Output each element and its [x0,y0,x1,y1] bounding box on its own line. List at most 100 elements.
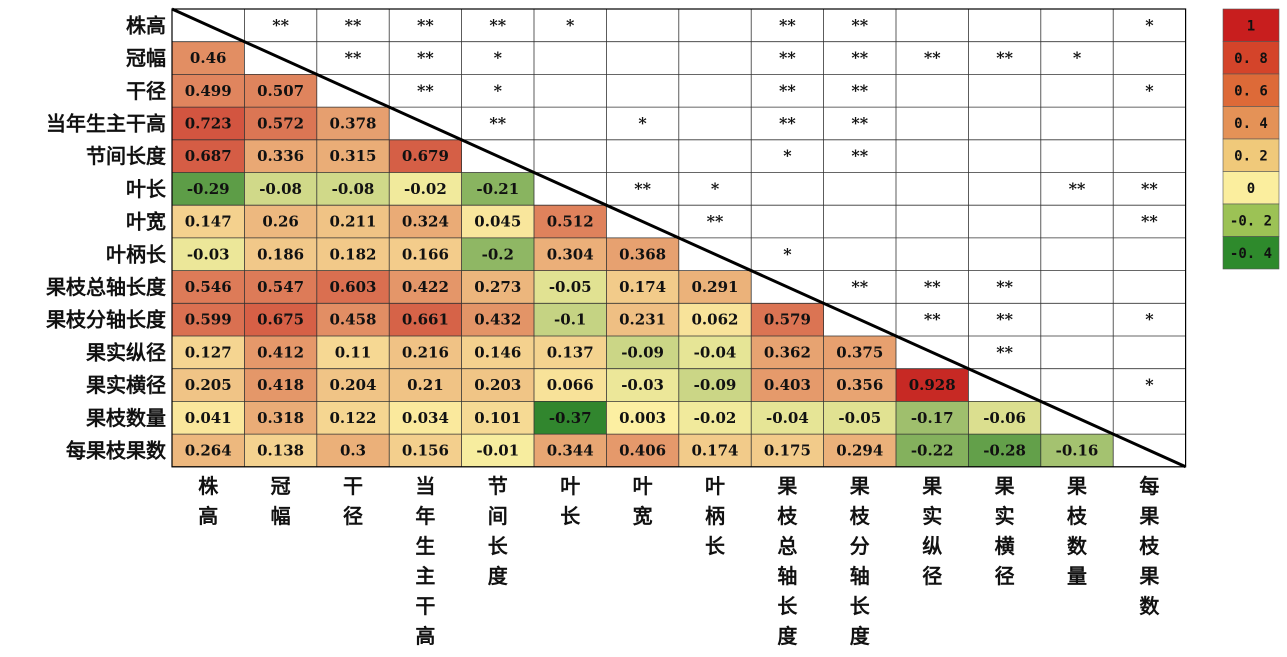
cell-value-label: 0.034 [402,409,449,427]
cell-value-label: 0.723 [185,114,232,132]
column-label-char: 枝 [1139,534,1160,558]
heatmap-cell [172,41,245,75]
legend-label: 0 [1247,181,1255,197]
legend-label: 1 [1247,18,1255,34]
heatmap-cell [389,139,462,173]
row-label: 果枝分轴长度 [46,308,167,332]
column-label-char: 枝 [777,504,798,528]
column-label-char: 长 [560,504,581,528]
significance-star: ** [996,342,1013,361]
cell-value-label: -0.09 [694,376,737,394]
legend-label: 0. 8 [1234,51,1268,67]
cell-value-label: 0.137 [547,343,594,361]
heatmap-cell [244,368,317,402]
heatmap-cell [244,107,317,140]
column-label-char: 高 [415,624,435,648]
column-label-char: 节 [488,474,508,498]
heatmap-cell [244,172,317,206]
heatmap-cell [606,336,679,369]
heatmap-cells [172,41,1114,467]
heatmap-cell [751,303,824,336]
column-label-char: 每 [1139,474,1159,498]
cell-value-label: -0.01 [476,441,519,459]
cell-value-label: 0.3 [340,441,366,459]
heatmap-cell [678,270,752,304]
heatmap-cell [606,401,679,435]
heatmap-cell [461,205,534,238]
heatmap-cell [172,139,245,173]
column-label-char: 冠 [271,474,291,498]
heatmap-cell [172,237,245,271]
heatmap-cell [316,205,390,238]
column-label-char: 果 [1139,504,1159,528]
cell-value-label: 0.174 [619,278,666,296]
heatmap-cell [461,270,534,304]
cell-value-label: -0.03 [621,376,664,394]
cell-value-label: 0.066 [547,376,594,394]
heatmap-cell [316,270,390,304]
heatmap-cell [896,401,969,435]
legend-swatch [1222,171,1280,205]
heatmap-cell [172,401,245,435]
cell-value-label: 0.182 [330,245,377,263]
column-label-char: 枝 [850,504,871,528]
significance-star: * [783,244,792,263]
cell-value-label: -0.02 [694,409,737,427]
heatmap-cell [534,401,607,435]
heatmap-cell [751,401,824,435]
heatmap-cell [968,401,1041,435]
significance-star: ** [707,212,724,231]
column-label-char: 长 [777,594,798,618]
heatmap-cell [678,401,752,435]
cell-value-label: 0.11 [335,343,372,361]
heatmap-cell [606,303,679,336]
heatmap-cell [896,368,969,402]
heatmap-cell [823,434,896,467]
heatmap-cell [172,205,245,238]
significance-star: * [494,81,503,100]
cell-value-label: 0.432 [474,311,521,329]
row-label: 当年生主干高 [46,111,166,135]
cell-value-label: -0.08 [332,180,375,198]
heatmap-cell [678,336,752,369]
cell-value-label: -0.02 [404,180,447,198]
cell-value-label: 0.356 [836,376,883,394]
column-label-char: 量 [1067,564,1087,588]
significance-star: ** [851,81,868,100]
heatmap-cell [389,303,462,336]
cell-value-label: 0.273 [474,278,521,296]
heatmap-cell [244,401,317,435]
cell-value-label: 0.062 [692,311,739,329]
cell-value-label: 0.599 [185,311,232,329]
heatmap-cell [534,205,607,238]
row-label: 节间长度 [86,144,167,168]
significance-star: ** [1069,179,1086,198]
heatmap-cell [389,401,462,435]
legend-swatch [1222,8,1280,42]
significance-star: * [783,146,792,165]
significance-star: ** [996,48,1013,67]
heatmap-cell [389,368,462,402]
legend-label: -0. 4 [1230,246,1272,262]
column-label-char: 干 [415,594,435,618]
heatmap-cell [244,139,317,173]
significance-star: * [494,48,503,67]
column-label-char: 实 [922,504,942,528]
heatmap-cell [172,172,245,206]
cell-value-label: 0.156 [402,441,449,459]
cell-value-label: 0.687 [185,147,232,165]
heatmap-cell [606,270,679,304]
column-label-char: 果 [922,474,942,498]
heatmap-cell [751,368,824,402]
heatmap-cell [461,401,534,435]
color-legend: 1 0. 8 0. 6 0. 4 0. 2 0 -0. 2 -0. 4 [1222,8,1280,270]
heatmap-cell [172,434,245,467]
column-label-char: 实 [995,504,1015,528]
legend-swatch [1222,106,1280,140]
heatmap-cell [678,303,752,336]
legend-swatch [1222,236,1280,270]
cell-value-label: -0.04 [694,343,737,361]
cell-value-label: 0.675 [257,311,304,329]
heatmap-cell [316,172,390,206]
